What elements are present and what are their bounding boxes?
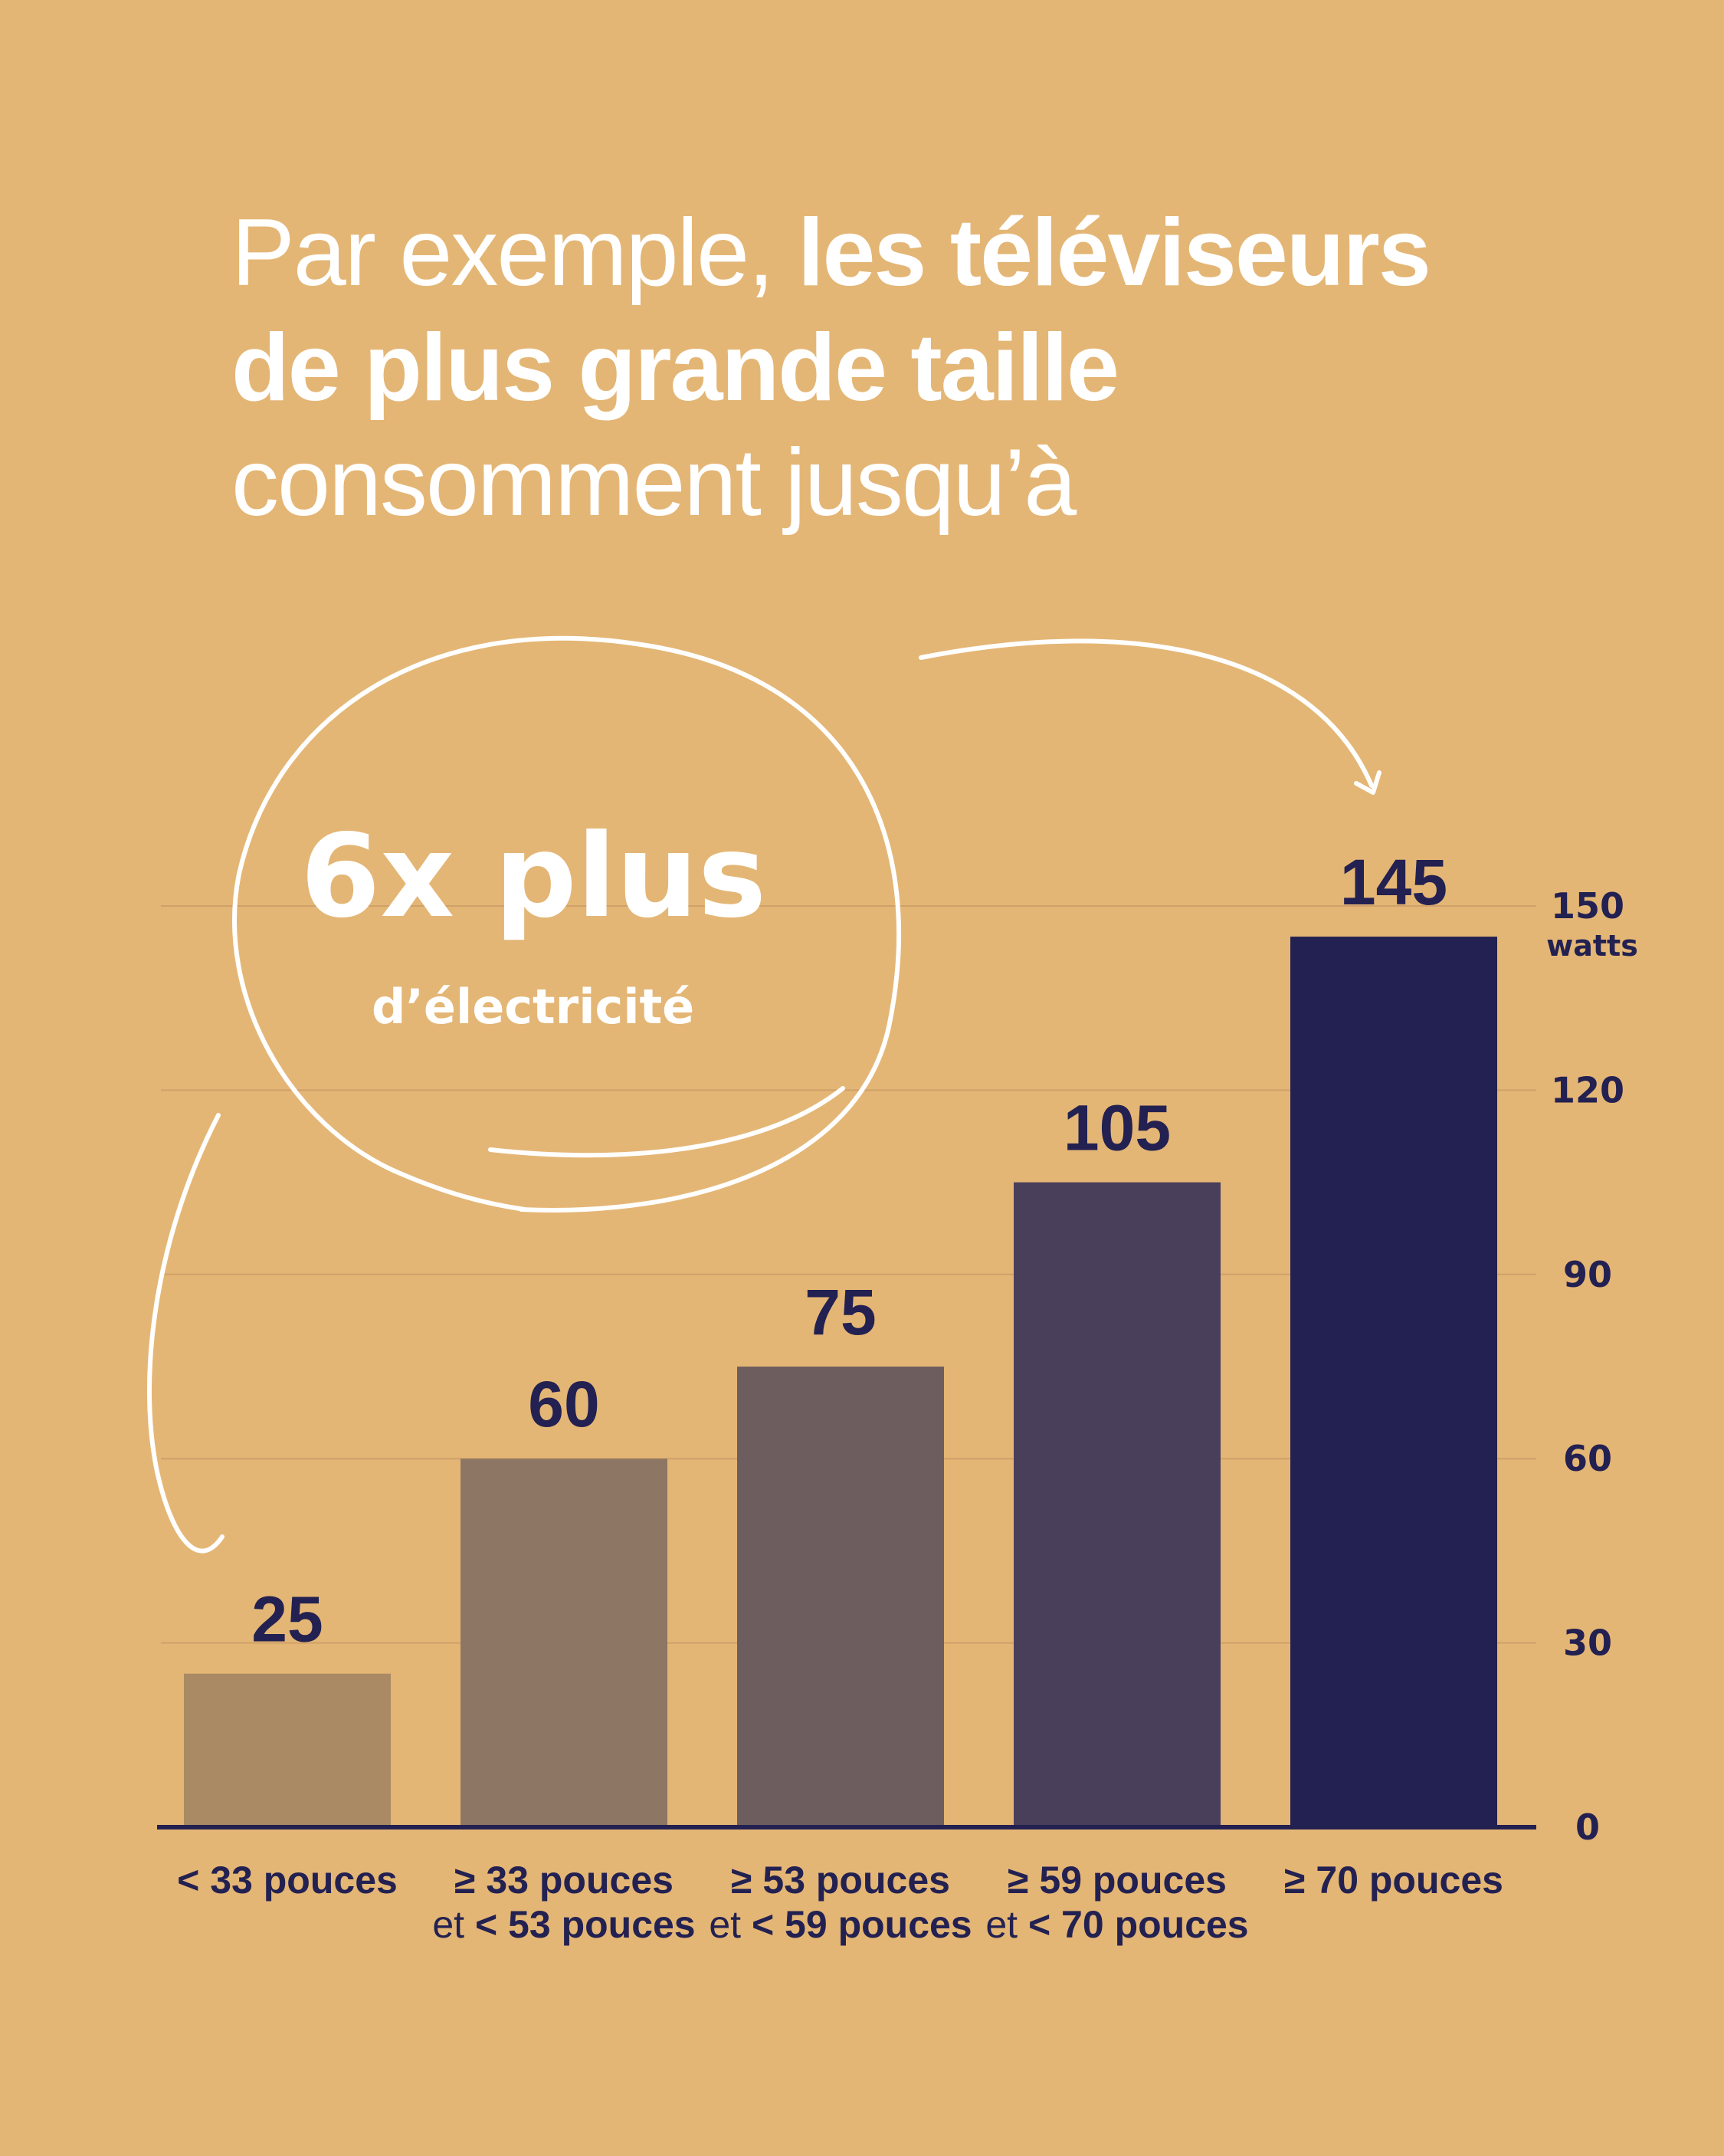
callout-big-text: 6x plus	[300, 810, 766, 943]
bar	[184, 1673, 391, 1827]
x-category-line: ≥ 33 pouces	[454, 1859, 674, 1902]
bar	[460, 1459, 667, 1827]
x-category-range: < 53 pouces	[475, 1903, 696, 1946]
callout-small-text: d’électricité	[372, 979, 694, 1035]
bar	[737, 1367, 944, 1827]
x-category-connector: et	[709, 1903, 752, 1946]
x-category-label: < 33 pouces	[177, 1859, 398, 1902]
bar-value-label: 25	[251, 1583, 323, 1656]
bar	[1014, 1182, 1221, 1827]
bar	[1290, 937, 1497, 1827]
x-category-line: et < 53 pouces	[432, 1903, 695, 1946]
x-category-line: ≥ 59 pouces	[1008, 1859, 1227, 1902]
bar-value-label: 145	[1340, 846, 1447, 918]
headline-line-1-bold: les téléviseurs	[798, 200, 1431, 306]
x-category-line: et < 59 pouces	[709, 1903, 972, 1946]
bar-value-label: 60	[528, 1368, 599, 1440]
x-category-line: ≥ 53 pouces	[731, 1859, 950, 1902]
x-category-line: et < 70 pouces	[985, 1903, 1248, 1946]
y-tick-label: 0	[1575, 1807, 1600, 1848]
x-category-label: ≥ 70 pouces	[1284, 1859, 1503, 1902]
x-category-label: ≥ 53 pouces et < 59 pouces	[709, 1859, 972, 1946]
headline: Par exemple, les téléviseurs de plus gra…	[231, 195, 1611, 540]
y-tick-label: 30	[1563, 1623, 1612, 1664]
y-tick-label: 120	[1551, 1069, 1624, 1111]
x-category-line: ≥ 70 pouces	[1284, 1859, 1503, 1902]
x-category-range: < 59 pouces	[752, 1903, 972, 1946]
x-category-label: ≥ 59 pouces et < 70 pouces	[985, 1859, 1248, 1946]
y-tick-label: 150	[1551, 885, 1624, 927]
arrow-to-max-bar	[919, 638, 1374, 788]
headline-line-1-regular: Par exemple,	[231, 200, 798, 306]
x-category-range: < 70 pouces	[1028, 1903, 1249, 1946]
link-curve-to-min-bar	[146, 1113, 225, 1554]
bars: 25 60 75 105 145	[184, 846, 1497, 1827]
arrow-head-icon	[1354, 770, 1381, 795]
bar-value-label: 75	[805, 1276, 876, 1348]
bar-value-label: 105	[1064, 1092, 1171, 1164]
x-category-line: < 33 pouces	[177, 1859, 398, 1902]
y-tick-label: 60	[1563, 1438, 1612, 1479]
y-axis-ticks: 0 30 60 90 120 150	[1551, 885, 1624, 1848]
y-tick-label: 90	[1563, 1254, 1612, 1295]
headline-line-1: Par exemple, les téléviseurs	[231, 195, 1611, 310]
callout-annotation: 6x plus d’électricité	[146, 635, 1381, 1554]
callout-bubble-lower-arc	[488, 1086, 845, 1158]
headline-line-3: consomment jusqu’à	[231, 430, 1077, 536]
callout-bubble-outline	[232, 635, 902, 1213]
y-axis-unit: watts	[1546, 929, 1638, 963]
x-category-connector: et	[985, 1903, 1028, 1946]
x-category-label: ≥ 33 pouces et < 53 pouces	[432, 1859, 695, 1946]
headline-line-2: de plus grande taille	[231, 315, 1119, 421]
x-category-connector: et	[432, 1903, 475, 1946]
x-axis-categories: < 33 pouces ≥ 33 pouces et < 53 pouces≥ 53…	[177, 1859, 1503, 1946]
